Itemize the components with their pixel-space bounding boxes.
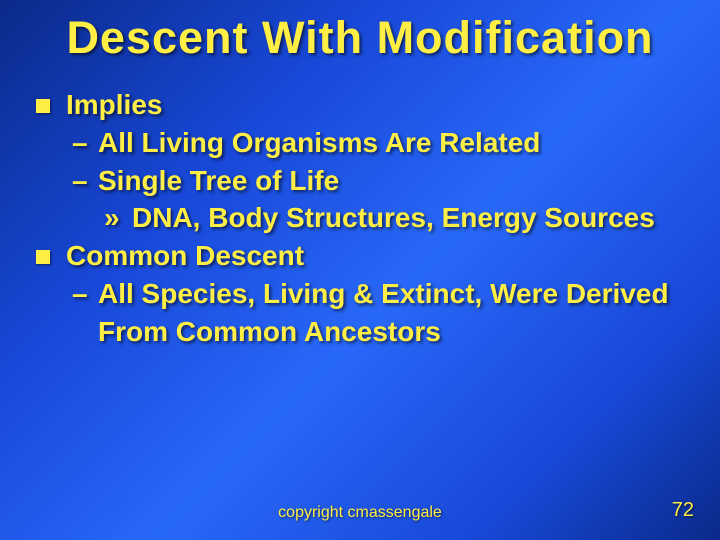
bullet-label: DNA, Body Structures, Energy Sources <box>132 202 655 233</box>
bullet-label: Implies <box>66 89 162 120</box>
bullet-lvl1: Implies <box>36 86 692 124</box>
footer-copyright: copyright cmassengale <box>0 504 720 522</box>
bullet-lvl2: – All Species, Living & Extinct, Were De… <box>36 275 692 351</box>
bullet-lvl3: » DNA, Body Structures, Energy Sources <box>36 199 692 237</box>
slide-title: Descent With Modification <box>28 12 692 64</box>
dash-bullet-icon: – <box>72 124 88 162</box>
square-bullet-icon <box>36 250 50 264</box>
slide: Descent With Modification Implies – All … <box>0 0 720 540</box>
footer-page-number: 72 <box>672 499 694 522</box>
bullet-label: All Species, Living & Extinct, Were Deri… <box>98 278 669 347</box>
arrow-bullet-icon: » <box>104 199 120 237</box>
slide-body: Implies – All Living Organisms Are Relat… <box>28 86 692 351</box>
square-bullet-icon <box>36 99 50 113</box>
bullet-lvl2: – All Living Organisms Are Related <box>36 124 692 162</box>
bullet-lvl2: – Single Tree of Life <box>36 162 692 200</box>
dash-bullet-icon: – <box>72 162 88 200</box>
bullet-label: All Living Organisms Are Related <box>98 127 540 158</box>
bullet-label: Common Descent <box>66 240 304 271</box>
bullet-lvl1: Common Descent <box>36 237 692 275</box>
dash-bullet-icon: – <box>72 275 88 313</box>
bullet-label: Single Tree of Life <box>98 165 339 196</box>
